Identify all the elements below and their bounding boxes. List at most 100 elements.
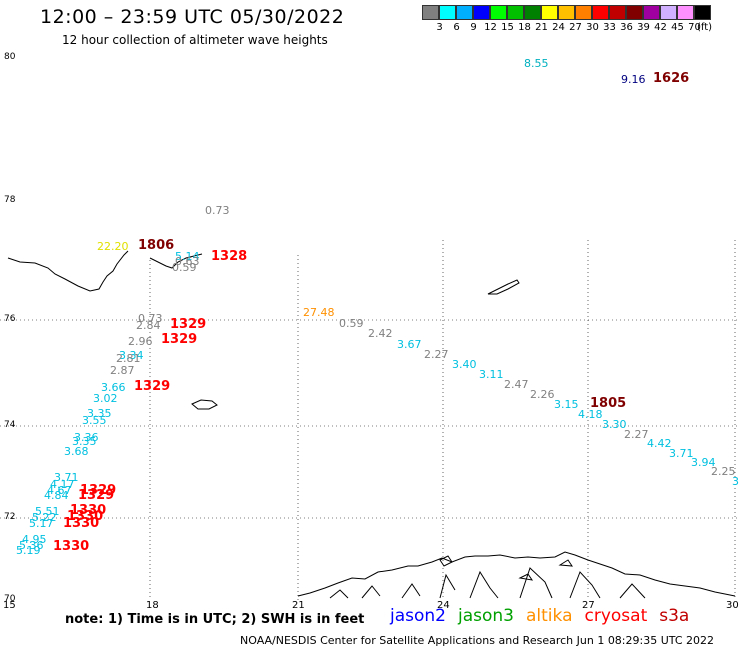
bear-island — [191, 399, 218, 410]
wave-height-value: 3.67 — [397, 338, 422, 351]
time-label: 1626 — [653, 71, 690, 86]
lon-label-18: 18 — [146, 600, 159, 611]
scale-label: 27 — [569, 22, 582, 33]
wave-height-value: 5.17 — [29, 517, 54, 530]
scale-label: 70 — [688, 22, 701, 33]
lat-label-80: 80 — [4, 52, 16, 62]
wave-height-value: 2.27 — [624, 428, 649, 441]
time-label: 1805 — [590, 396, 627, 411]
wave-height-value: 3.94 — [691, 456, 716, 469]
scale-swatch — [473, 5, 490, 20]
wave-height-value: 2.87 — [110, 364, 135, 377]
wave-height-value: 2.84 — [136, 319, 161, 332]
scale-swatch — [422, 5, 439, 20]
norway-fjords — [329, 567, 646, 599]
scale-swatch — [643, 5, 660, 20]
lat-label-70: 70 — [4, 594, 16, 604]
wave-height-value: 2.25 — [711, 465, 736, 478]
satellite-s3a: s3a — [659, 606, 690, 626]
satellite-altika: altika — [526, 606, 573, 626]
scale-swatch — [507, 5, 524, 20]
scale-label: 15 — [501, 22, 514, 33]
lon-label-27: 27 — [582, 600, 595, 611]
wave-height-value: 5.36 — [19, 539, 44, 552]
wave-height-value: 0.63 — [175, 255, 200, 268]
scale-swatch — [456, 5, 473, 20]
wave-height-value: 5.22 — [32, 511, 57, 524]
wave-height-value: 0.73 — [205, 204, 230, 217]
scale-label: 12 — [484, 22, 497, 33]
wave-height-value: 2.42 — [368, 327, 393, 340]
wave-height-value: 2.81 — [116, 352, 141, 365]
svalbard-coast — [7, 250, 129, 292]
wave-height-value: 22.20 — [97, 240, 129, 253]
time-label: 1330 — [53, 539, 90, 554]
scale-swatch — [677, 5, 694, 20]
wave-height-value: 3. — [732, 475, 740, 488]
wave-height-value: 3.34 — [119, 349, 144, 362]
map-title: 12:00 – 23:59 UTC 05/30/2022 — [40, 6, 345, 28]
scale-swatch — [592, 5, 609, 20]
wave-height-value: 5.51 — [35, 505, 60, 518]
wave-height-value: 3.15 — [554, 398, 579, 411]
scale-label: 45 — [671, 22, 684, 33]
wave-height-value: 2.96 — [128, 335, 153, 348]
svalbard-coast-east — [149, 253, 203, 269]
lon-label-24: 24 — [437, 600, 450, 611]
lat-label-74: 74 — [4, 420, 16, 430]
wave-height-value: 0.59 — [172, 261, 197, 274]
time-label: 1329 — [170, 317, 207, 332]
lat-label-76: 76 — [4, 314, 16, 324]
lon-label-30: 30 — [726, 600, 739, 611]
scale-swatch — [490, 5, 507, 20]
scale-swatch — [609, 5, 626, 20]
wave-height-value: 9.16 — [621, 73, 646, 86]
satellite-jason2: jason2 — [390, 606, 446, 626]
wave-height-value: 3.30 — [602, 418, 627, 431]
scale-label: 24 — [552, 22, 565, 33]
scale-label: 33 — [603, 22, 616, 33]
norway-islands — [439, 555, 573, 581]
satellite-jason3: jason3 — [458, 606, 514, 626]
footer-note: note: 1) Time is in UTC; 2) SWH is in fe… — [65, 612, 365, 627]
map-grid — [0, 240, 740, 600]
credit-line: NOAA/NESDIS Center for Satellite Applica… — [240, 634, 715, 647]
time-label: 1328 — [211, 249, 248, 264]
wave-height-value: 3.40 — [452, 358, 477, 371]
wave-height-value: 0.73 — [138, 312, 163, 325]
scale-swatch — [694, 5, 711, 20]
lon-label-15: 15 — [3, 600, 16, 611]
wave-height-value: 3.35 — [87, 407, 112, 420]
satellite-cryosat: cryosat — [584, 606, 648, 626]
wave-height-value: 8.55 — [524, 57, 549, 70]
time-label: 1330 — [70, 503, 107, 518]
wave-height-value: 2.47 — [504, 378, 529, 391]
wave-height-value: 3.02 — [93, 392, 118, 405]
lon-label-21: 21 — [292, 600, 305, 611]
scale-swatch — [558, 5, 575, 20]
wave-height-value: 5.19 — [16, 544, 41, 557]
wave-height-value: 4.17 — [50, 478, 75, 491]
scale-label: 3 — [436, 22, 443, 33]
norway-coast — [297, 551, 736, 597]
wave-height-value: 2.26 — [530, 388, 555, 401]
satellite-legend: jason2 jason3 altika cryosat s3a — [390, 606, 701, 626]
wave-height-value: 5.14 — [175, 250, 200, 263]
wave-height-value: 3.35 — [72, 435, 97, 448]
scale-label: 39 — [637, 22, 650, 33]
scale-unit: (ft) — [697, 22, 713, 33]
wave-height-value: 3.68 — [64, 445, 89, 458]
scale-swatch — [660, 5, 677, 20]
wave-height-value: 3.71 — [669, 447, 694, 460]
scale-swatch — [524, 5, 541, 20]
scale-swatch — [575, 5, 592, 20]
coastlines — [7, 250, 736, 599]
time-label: 1329 — [78, 488, 115, 503]
scale-swatch — [541, 5, 558, 20]
scale-label: 21 — [535, 22, 548, 33]
time-label: 1806 — [138, 238, 175, 253]
wave-height-value: 3.11 — [479, 368, 504, 381]
wave-height-value: 4.67 — [47, 484, 72, 497]
wave-height-value: 4.18 — [578, 408, 603, 421]
